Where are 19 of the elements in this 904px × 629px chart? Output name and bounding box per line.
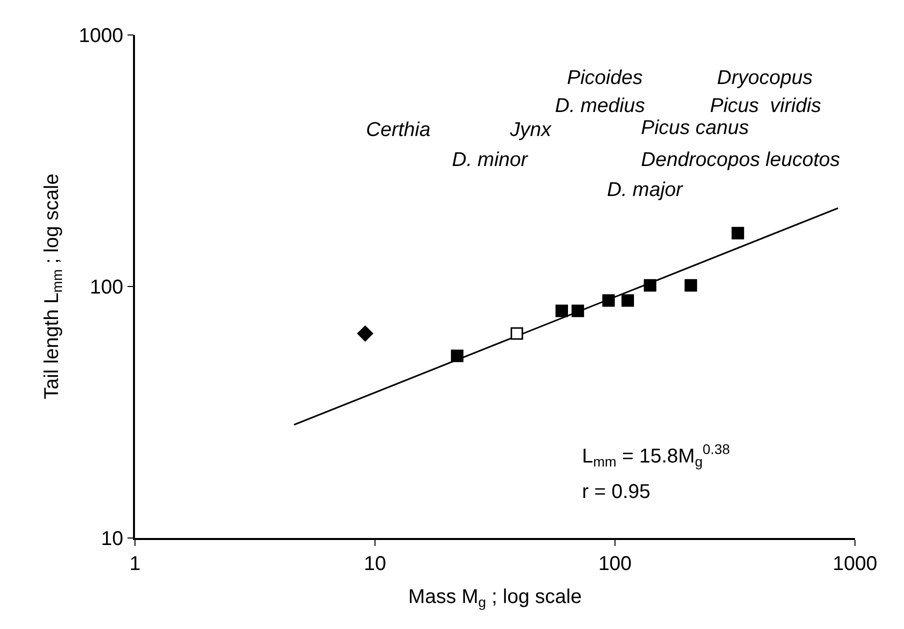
annotation: Jynx [509, 119, 552, 141]
annotation: Dryocopus [717, 67, 813, 89]
y-tick-label: 1000 [78, 25, 124, 47]
annotation: Picus viridis [710, 95, 822, 117]
annotation: Picus canus [641, 117, 749, 139]
x-axis-title: Mass M$_{g}$ ; log scale [408, 586, 582, 610]
annotation: D. major [607, 179, 684, 201]
y-tick-label: 10 [101, 528, 124, 550]
x-tick-label: 1 [129, 552, 141, 575]
annotation: D. medius [555, 95, 646, 117]
annotation: D. minor [452, 149, 529, 171]
x-tick-label: 10 [364, 552, 386, 575]
x-tick-label: 1000 [832, 552, 878, 575]
x-tick-label: 100 [598, 552, 632, 575]
annotation: r = 0.95 [582, 481, 650, 503]
annotation: Picoides [567, 67, 643, 89]
y-tick-label: 100 [90, 276, 124, 298]
annotation: Certhia [366, 119, 430, 141]
annotation: Dendrocopos leucotos [641, 149, 840, 171]
